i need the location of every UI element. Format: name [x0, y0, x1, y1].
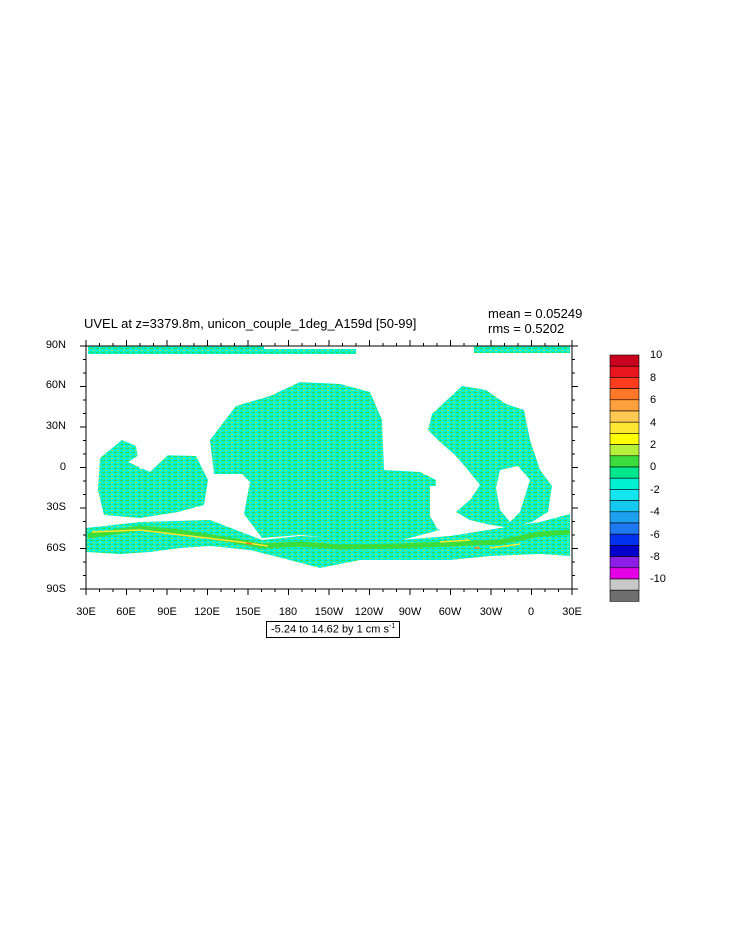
- colorbar-box: [609, 578, 640, 591]
- lat-label-0: 0: [59, 461, 66, 473]
- colorbar-label-neg2: -2: [650, 484, 660, 496]
- rms-value: rms = 0.5202: [488, 321, 565, 336]
- colorbar-box: [609, 477, 640, 490]
- contour-range-box: -5.24 to 14.62 by 1 cm s-1: [266, 621, 401, 638]
- colorbar-box: [609, 388, 640, 401]
- colorbar-box: [609, 354, 640, 367]
- colorbar-box: [609, 556, 640, 569]
- velocity-field: [86, 346, 571, 588]
- contour-range-unit-exponent: -1: [389, 623, 396, 630]
- lon-label-90w: 90W: [398, 606, 422, 618]
- antarctica-landmass: [86, 570, 570, 588]
- colorbar-box: [609, 421, 640, 434]
- lat-label-90s: 90S: [46, 583, 66, 595]
- lon-label-150w: 150W: [314, 606, 344, 618]
- lon-label-120e: 120E: [194, 606, 220, 618]
- colorbar-label-6: 6: [650, 394, 657, 406]
- acc-positive-band: [87, 525, 571, 550]
- colorbar-box: [609, 410, 640, 423]
- central-america-landmass: [396, 440, 430, 470]
- colorbar-box: [609, 589, 640, 602]
- colorbar-box: [609, 433, 640, 445]
- colorbar-label-10: 10: [650, 349, 663, 361]
- colorbar-box: [609, 533, 640, 546]
- colorbar-label-4: 4: [650, 417, 657, 429]
- colorbar-label-2: 2: [650, 439, 657, 451]
- pacific-ocean-region: [210, 382, 440, 540]
- south-america-landmass: [430, 486, 462, 530]
- india-landmass: [128, 448, 168, 472]
- lon-label-60e: 60E: [116, 606, 136, 618]
- lon-label-30e-east: 30E: [562, 606, 582, 618]
- colorbar-box: [609, 377, 640, 389]
- longitude-ticks: [85, 340, 573, 595]
- contour-range-text: -5.24 to 14.62 by 1 cm s: [271, 623, 390, 636]
- lat-label-30n: 30N: [45, 420, 66, 432]
- colorbar-box: [609, 466, 640, 479]
- lat-label-60n: 60N: [45, 379, 66, 391]
- colorbar-label-neg10: -10: [650, 573, 666, 585]
- colorbar-label-neg8: -8: [650, 551, 660, 563]
- acc-peak-streak: [245, 542, 480, 549]
- lat-label-90n: 90N: [45, 339, 66, 351]
- arctic-region-west: [88, 346, 264, 354]
- colorbar-box: [609, 500, 640, 513]
- colorbar-box: [609, 444, 640, 457]
- australia-landmass: [214, 476, 244, 520]
- colorbar-box: [609, 545, 640, 557]
- latitude-ticks: [80, 345, 578, 590]
- colorbar-box: [609, 567, 640, 580]
- lon-label-30w: 30W: [479, 606, 503, 618]
- colorbar-box: [609, 489, 640, 501]
- mean-value: mean = 0.05249: [488, 306, 583, 321]
- colorbar-box: [609, 399, 640, 412]
- colorbar-label-0: 0: [650, 461, 657, 473]
- southern-ocean-region: [86, 514, 570, 568]
- lon-label-120w: 120W: [354, 606, 384, 618]
- lon-label-60w: 60W: [438, 606, 462, 618]
- lat-label-60s: 60S: [46, 542, 66, 554]
- colorbar-box: [609, 522, 640, 535]
- lon-label-90e: 90E: [157, 606, 177, 618]
- colorbar-box: [609, 365, 640, 378]
- arctic-landmass: [86, 354, 570, 380]
- lon-label-180: 180: [278, 606, 298, 618]
- colorbar-label-neg6: -6: [650, 529, 660, 541]
- arctic-region-east: [474, 346, 570, 353]
- africa-landmass: [496, 466, 530, 522]
- colorbar-label-8: 8: [650, 372, 657, 384]
- lon-label-0: 0: [527, 606, 535, 618]
- colorbar: [609, 354, 640, 602]
- lon-label-30e: 30E: [76, 606, 96, 618]
- lon-label-150e: 150E: [235, 606, 261, 618]
- colorbar-box: [609, 511, 640, 524]
- colorbar-label-neg4: -4: [650, 506, 660, 518]
- indian-ocean-region: [98, 440, 208, 518]
- lat-label-30s: 30S: [46, 501, 66, 513]
- plot-title: UVEL at z=3379.8m, unicon_couple_1deg_A1…: [84, 316, 417, 331]
- colorbar-box: [609, 455, 640, 468]
